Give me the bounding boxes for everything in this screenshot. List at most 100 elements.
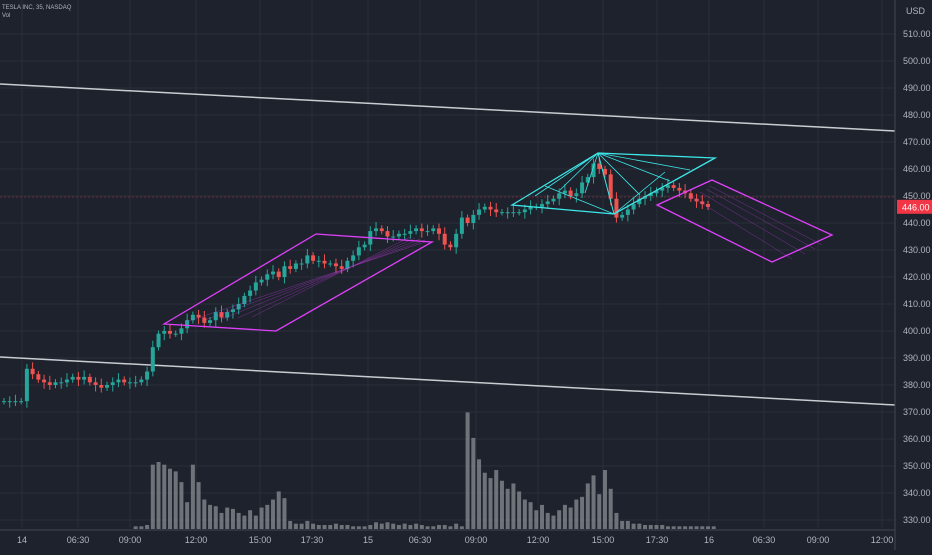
candle-body: [471, 214, 476, 223]
volume-bar: [665, 526, 670, 529]
volume-bar: [631, 523, 636, 529]
volume-bar: [568, 507, 573, 529]
fan-line: [597, 152, 641, 196]
volume-bar: [551, 515, 556, 529]
candle-body: [162, 331, 167, 334]
volume-bar: [528, 502, 533, 529]
candle-body: [454, 233, 459, 248]
candle-body: [127, 382, 132, 384]
volume-bar: [643, 524, 648, 529]
candle-body: [105, 385, 110, 388]
volume-bar: [196, 482, 201, 529]
volume-bar: [185, 502, 190, 529]
y-tick-label: 420.00: [903, 272, 931, 282]
volume-bar: [580, 496, 585, 529]
volume-bar: [425, 526, 430, 529]
volume-bar: [311, 523, 316, 529]
candle-body: [179, 328, 184, 334]
volume-bar: [540, 504, 545, 529]
fib-channel-right-outline: [655, 179, 834, 263]
candle-body: [339, 266, 344, 269]
last-price-label: 446.00: [902, 202, 930, 212]
volume-bar: [614, 512, 619, 529]
candle-body: [122, 379, 127, 383]
volume-bar: [431, 526, 436, 529]
volume-bar: [602, 470, 607, 529]
candle-body: [47, 382, 52, 385]
volume-bar: [414, 523, 419, 529]
volume-bar: [454, 523, 459, 529]
candle-body: [116, 379, 121, 383]
volume-bar: [442, 524, 447, 529]
x-tick-label: 09:00: [119, 535, 142, 545]
fib-channel-left: [161, 233, 435, 332]
y-tick-label: 410.00: [903, 299, 931, 309]
volume-bar: [150, 464, 155, 529]
candle-body: [190, 314, 195, 321]
candle-body: [431, 228, 436, 232]
volume-bar: [505, 488, 510, 529]
candle-body: [545, 201, 550, 205]
y-tick-label: 340.00: [903, 488, 931, 498]
volume-bars: [133, 412, 716, 529]
volume-bar: [671, 526, 676, 529]
volume-bar: [225, 507, 230, 529]
trend-channel-lines: [0, 83, 896, 406]
candle-body: [419, 228, 424, 232]
volume-bar: [620, 520, 625, 529]
candle-body: [648, 193, 653, 196]
volume-bar: [173, 471, 178, 529]
x-tick-label: 17:30: [301, 535, 324, 545]
candle-body: [13, 401, 18, 403]
volume-bar: [625, 520, 630, 529]
x-tick-label: 12:00: [185, 535, 208, 545]
volume-bar: [299, 523, 304, 529]
candle-body: [53, 382, 58, 385]
candle-body: [700, 201, 705, 205]
candle-body: [282, 266, 287, 277]
volume-bar: [511, 483, 516, 529]
candle-body: [259, 279, 264, 283]
candle-body: [202, 317, 207, 323]
y-tick-label: 330.00: [903, 515, 931, 525]
volume-bar: [557, 510, 562, 529]
candle-body: [185, 320, 190, 329]
volume-bar: [608, 488, 613, 529]
candle-body: [19, 401, 24, 403]
volume-bar: [482, 472, 487, 529]
y-tick-label: 510.00: [903, 29, 931, 39]
volume-bar: [585, 483, 590, 529]
candle-body: [110, 382, 115, 385]
volume-bar: [648, 524, 653, 529]
volume-bar: [253, 515, 258, 529]
candle-body: [1, 401, 7, 403]
candle-body: [511, 212, 516, 214]
candle-body: [482, 206, 487, 210]
volume-bar: [282, 498, 287, 529]
candle-body: [36, 374, 41, 380]
candle-body: [248, 290, 253, 296]
x-tick-label: 06:30: [753, 535, 776, 545]
fib-level-line: [705, 188, 816, 250]
x-tick-label: 06:30: [409, 535, 432, 545]
volume-bar: [288, 520, 293, 529]
x-tick-label: 12:00: [527, 535, 550, 545]
candle-body: [436, 228, 441, 234]
y-tick-label: 470.00: [903, 137, 931, 147]
candle-body: [150, 347, 155, 372]
candle-body: [665, 185, 670, 188]
volume-bar: [145, 524, 150, 529]
volume-bar: [654, 524, 659, 529]
candle-body: [557, 193, 562, 199]
volume-bar: [637, 523, 642, 529]
candle-body: [356, 247, 361, 256]
volume-bar: [494, 470, 499, 529]
fan-outline: [509, 152, 718, 215]
x-tick-label: 09:00: [807, 535, 830, 545]
candle-body: [608, 174, 613, 199]
candle-body: [156, 333, 161, 348]
candle-body: [311, 255, 316, 261]
